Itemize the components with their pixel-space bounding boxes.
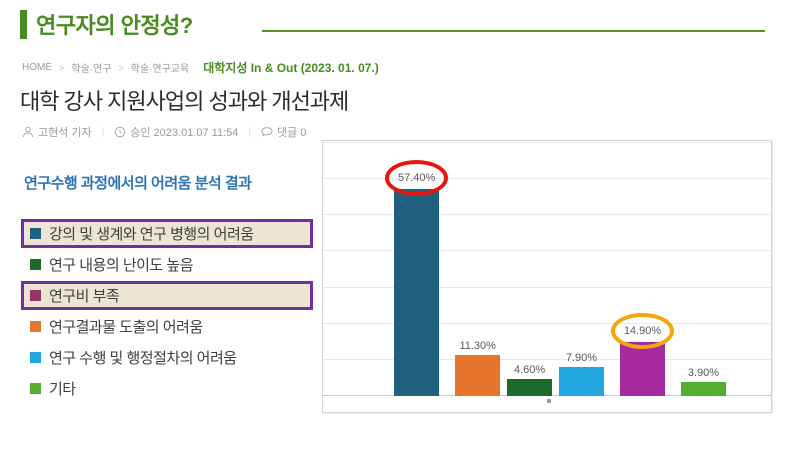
legend-label: 연구 수행 및 행정절차의 어려움 (49, 350, 237, 367)
legend-swatch (30, 228, 41, 239)
person-icon (22, 126, 34, 138)
analysis-section-title: 연구수행 과정에서의 어려움 분석 결과 (24, 175, 252, 192)
meta-divider: | (101, 126, 105, 138)
legend-item: 연구결과물 도출의 어려움 (21, 312, 313, 341)
bar-group: 4.60% (507, 364, 553, 396)
legend-label: 연구결과물 도출의 어려움 (49, 319, 203, 336)
legend-swatch (30, 259, 41, 270)
bar-value-label: 4.60% (513, 364, 546, 377)
gridline (323, 286, 771, 288)
gridline (323, 250, 771, 252)
breadcrumb-item[interactable]: 학술·연구교육 (130, 64, 190, 75)
gridline (323, 142, 771, 143)
breadcrumb-item[interactable]: HOME (22, 62, 52, 73)
bar-group: 11.30% (455, 340, 501, 396)
bar-value-label: 11.30% (459, 340, 496, 353)
page-header: 연구자의 안정성? (20, 8, 193, 40)
clock-icon (114, 126, 126, 138)
breadcrumb: HOME > 학술·연구 > 학술·연구교육 (22, 60, 189, 75)
title-accent-bar (20, 9, 27, 39)
chart-bars: 57.40% 11.30% 4.60% 7.90% 14.90% 3.90% (385, 143, 726, 396)
legend-swatch (30, 352, 41, 363)
legend-item: 연구 수행 및 행정절차의 어려움 (21, 343, 313, 372)
gridline (323, 178, 771, 180)
bar-chart: 57.40% 11.30% 4.60% 7.90% 14.90% 3.90% (322, 140, 772, 413)
author-meta: 고현석 기자 (22, 124, 92, 140)
meta-divider: | (248, 126, 251, 138)
author-name: 고현석 기자 (38, 127, 92, 139)
legend-label: 강의 및 생계와 연구 병행의 어려움 (49, 226, 254, 243)
legend-swatch (30, 383, 41, 394)
legend-item: 연구 내용의 난이도 높음 (21, 250, 313, 279)
bar-group: 3.90% (681, 367, 726, 396)
legend-item: 연구비 부족 (21, 281, 313, 310)
breadcrumb-separator: > (118, 62, 124, 73)
gridline (323, 214, 771, 216)
breadcrumb-separator: > (59, 62, 65, 73)
legend-label: 기타 (49, 381, 76, 398)
bar-value-label-circled: 57.40% (385, 159, 449, 196)
bar (507, 379, 553, 396)
legend-label: 연구비 부족 (49, 288, 120, 305)
comment-icon (261, 126, 273, 138)
legend-item: 기타 (21, 374, 313, 403)
bar-value-label: 3.90% (687, 366, 720, 379)
comments-meta: 댓글 0 (261, 124, 306, 140)
header-rule-line (262, 30, 765, 32)
legend-swatch (30, 290, 41, 301)
bar (681, 381, 726, 396)
bar (394, 188, 440, 396)
article-headline: 대학 강사 지원사업의 성과와 개선과제 (20, 89, 349, 114)
comments-count: 댓글 0 (277, 127, 307, 139)
x-axis-mark (547, 399, 551, 403)
bar-value-label: 7.90% (565, 352, 598, 365)
breadcrumb-row: HOME > 학술·연구 > 학술·연구교육 대학지성 In & Out (2023. … (22, 59, 379, 76)
page-title: 연구자의 안정성? (36, 13, 193, 38)
bar-group: 57.40% (385, 159, 449, 396)
gridline (323, 322, 771, 324)
bar-group: 7.90% (558, 352, 604, 396)
legend-swatch (30, 321, 41, 332)
source-date: 대학지성 In & Out (2023. 01. 07.) (203, 61, 379, 75)
bar (558, 367, 604, 396)
approved-date: 승인 2023.01.07 11:54 (130, 127, 239, 139)
bar (619, 342, 665, 396)
gridline (323, 358, 771, 360)
legend-item: 강의 및 생계와 연구 병행의 어려움 (21, 219, 313, 248)
legend-label: 연구 내용의 난이도 높음 (49, 257, 194, 274)
approved-meta: 승인 2023.01.07 11:54 (114, 124, 238, 140)
bar-group: 14.90% (610, 313, 675, 396)
breadcrumb-item[interactable]: 학술·연구 (71, 64, 112, 75)
bar (455, 355, 501, 396)
article-meta: 고현석 기자 | 승인 2023.01.07 11:54 | 댓글 0 (22, 124, 306, 140)
bar-value-label-circled: 14.90% (610, 313, 675, 350)
